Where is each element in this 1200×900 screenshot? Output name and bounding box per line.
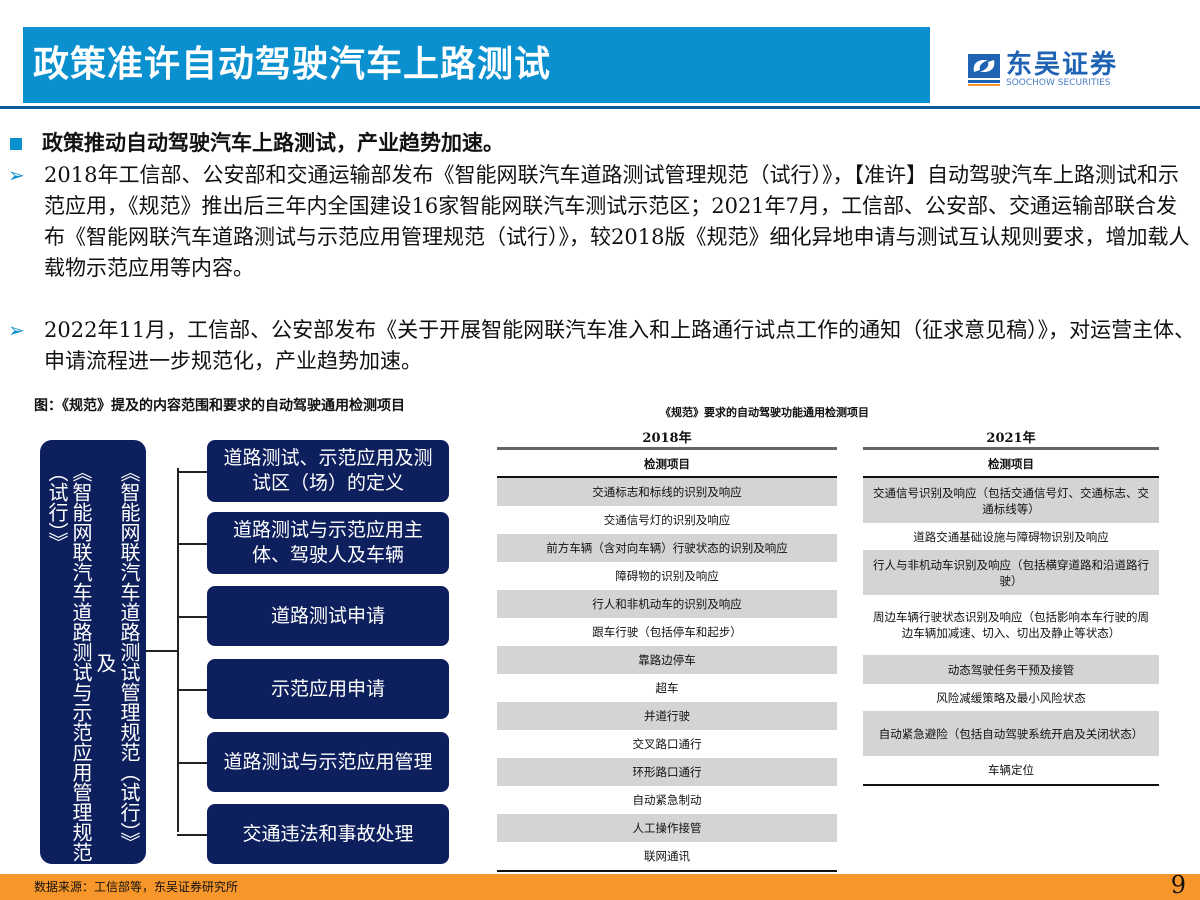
table-header: 检测项目 — [863, 450, 1159, 478]
bullet-paragraph-2: ➢ 2022年11月，工信部、公安部发布《关于开展智能网联汽车准入和上路通行试点工… — [8, 315, 1198, 377]
soochow-logo-icon — [968, 54, 1000, 86]
table-row: 行人与非机动车识别及响应（包括横穿道路和沿道路行驶） — [863, 550, 1159, 595]
diagram-node: 道路测试申请 — [207, 586, 449, 646]
title-divider — [0, 106, 1200, 109]
table-row: 自动紧急避险（包括自动驾驶系统开启及关闭状态） — [863, 711, 1159, 756]
connector — [177, 689, 207, 691]
table-row: 前方车辆（含对向车辆）行驶状态的识别及响应 — [497, 534, 837, 562]
diagram-node: 道路测试与示范应用管理 — [207, 732, 449, 792]
company-logo: 东吴证券 SOOCHOW SECURITIES — [968, 52, 1118, 88]
table-row: 动态驾驶任务干预及接管 — [863, 655, 1159, 684]
main-bullet: 政策推动自动驾驶汽车上路测试，产业趋势加速。 — [8, 128, 504, 159]
logo-text-en: SOOCHOW SECURITIES — [1006, 78, 1111, 88]
diagram-root: 《智能网联汽车道路测试管理规范（试行）》 及 《智能网联汽车道路测试与示范应用管… — [40, 440, 146, 864]
connector — [177, 762, 207, 764]
connector — [177, 471, 207, 473]
data-source: 数据来源：工信部等，东吴证券研究所 — [34, 880, 239, 894]
page-number: 9 — [1170, 871, 1186, 899]
connector — [177, 616, 207, 618]
table-end-rule — [497, 870, 837, 872]
diagram-node: 示范应用申请 — [207, 659, 449, 719]
table-row: 交通信号灯的识别及响应 — [603, 513, 731, 527]
page-title: 政策准许自动驾驶汽车上路测试 — [23, 27, 930, 103]
table-row: 人工操作接管 — [497, 814, 837, 842]
table-row: 道路交通基础设施与障碍物识别及响应 — [913, 529, 1109, 544]
footer-bar — [0, 874, 1200, 900]
table-row: 交叉路口通行 — [632, 737, 702, 751]
table-title: 《规范》要求的自动驾驶功能通用检测项目 — [660, 406, 869, 419]
bullet-text: 2018年工信部、公安部和交通运输部发布《智能网联汽车道路测试管理规范（试行）》… — [44, 163, 1190, 280]
bullet-text: 2022年11月，工信部、公安部发布《关于开展智能网联汽车准入和上路通行试点工作… — [44, 318, 1196, 373]
table-year: 2021年 — [863, 428, 1159, 450]
table-row: 环形路口通行 — [497, 758, 837, 786]
table-row: 障碍物的识别及响应 — [615, 569, 719, 583]
arrow-bullet-icon: ➢ — [8, 318, 25, 342]
logo-text-cn: 东吴证券 — [1006, 50, 1119, 80]
diagram-node: 交通违法和事故处理 — [207, 804, 449, 864]
table-row: 跟车行驶（包括停车和起步） — [592, 625, 742, 639]
diagram-node: 道路测试与示范应用主体、驾驶人及车辆 — [207, 512, 449, 574]
table-row: 风险减缓策略及最小风险状态 — [936, 690, 1086, 705]
table-row: 自动紧急制动 — [632, 793, 702, 807]
root-text-1: 《智能网联汽车道路测试管理规范（试行）》 — [117, 462, 141, 852]
table-row: 联网通讯 — [644, 849, 690, 863]
connector — [177, 543, 207, 545]
table-row: 靠路边停车 — [497, 646, 837, 674]
bullet-paragraph-1: ➢ 2018年工信部、公安部和交通运输部发布《智能网联汽车道路测试管理规范（试行）… — [8, 160, 1198, 284]
table-row: 周边车辆行驶状态识别及响应（包括影响本车行驶的周边车辆加减速、切入、切出及静止等… — [873, 610, 1149, 640]
diagram-node: 道路测试、示范应用及测试区（场）的定义 — [207, 440, 449, 502]
table-end-rule — [863, 784, 1159, 786]
table-row: 交通信号识别及响应（包括交通信号灯、交通标志、交通标线等） — [863, 478, 1159, 523]
connector — [177, 834, 207, 836]
table-2018: 2018年 检测项目 交通标志和标线的识别及响应交通信号灯的识别及响应前方车辆（… — [497, 428, 837, 872]
table-row: 超车 — [655, 681, 679, 695]
connector — [177, 468, 179, 832]
arrow-bullet-icon: ➢ — [8, 163, 25, 187]
connector — [146, 650, 178, 652]
root-text-3: （试行）》 — [45, 462, 69, 552]
table-row: 交通标志和标线的识别及响应 — [497, 478, 837, 506]
table-header: 检测项目 — [497, 450, 837, 478]
table-row: 行人和非机动车的识别及响应 — [497, 590, 837, 618]
table-row: 车辆定位 — [988, 763, 1034, 777]
table-2021: 2021年 检测项目 交通信号识别及响应（包括交通信号灯、交通标志、交通标线等）… — [863, 428, 1159, 786]
table-row: 并道行驶 — [497, 702, 837, 730]
figure-caption: 图：《规范》提及的内容范围和要求的自动驾驶通用检测项目 — [34, 398, 405, 414]
root-text-2: 《智能网联汽车道路测试与示范应用管理规范 — [69, 462, 93, 862]
root-text-and: 及 — [93, 653, 117, 673]
table-year: 2018年 — [497, 428, 837, 450]
